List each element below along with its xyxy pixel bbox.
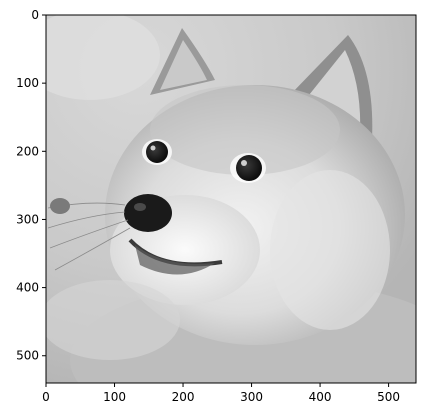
y-axis: 0 100 200 300 400 500	[16, 8, 46, 363]
dog-left-eye	[146, 141, 168, 163]
dog-nose	[124, 194, 172, 232]
y-tick-label: 400	[16, 281, 39, 295]
y-tick-label: 100	[16, 76, 39, 90]
y-tick-label: 200	[16, 144, 39, 158]
x-tick-label: 400	[309, 390, 332, 404]
x-tick-label: 100	[103, 390, 126, 404]
x-tick-label: 0	[42, 390, 50, 404]
x-axis: 0 100 200 300 400 500	[42, 383, 400, 404]
y-tick-label: 300	[16, 212, 39, 226]
dog-photo	[46, 15, 416, 383]
y-tick-label: 500	[16, 349, 39, 363]
y-tick-label: 0	[31, 8, 39, 22]
axes-frame	[45, 14, 417, 384]
dog-right-eye	[236, 155, 262, 181]
x-tick-label: 300	[240, 390, 263, 404]
x-tick-label: 200	[172, 390, 195, 404]
x-tick-label: 500	[377, 390, 400, 404]
